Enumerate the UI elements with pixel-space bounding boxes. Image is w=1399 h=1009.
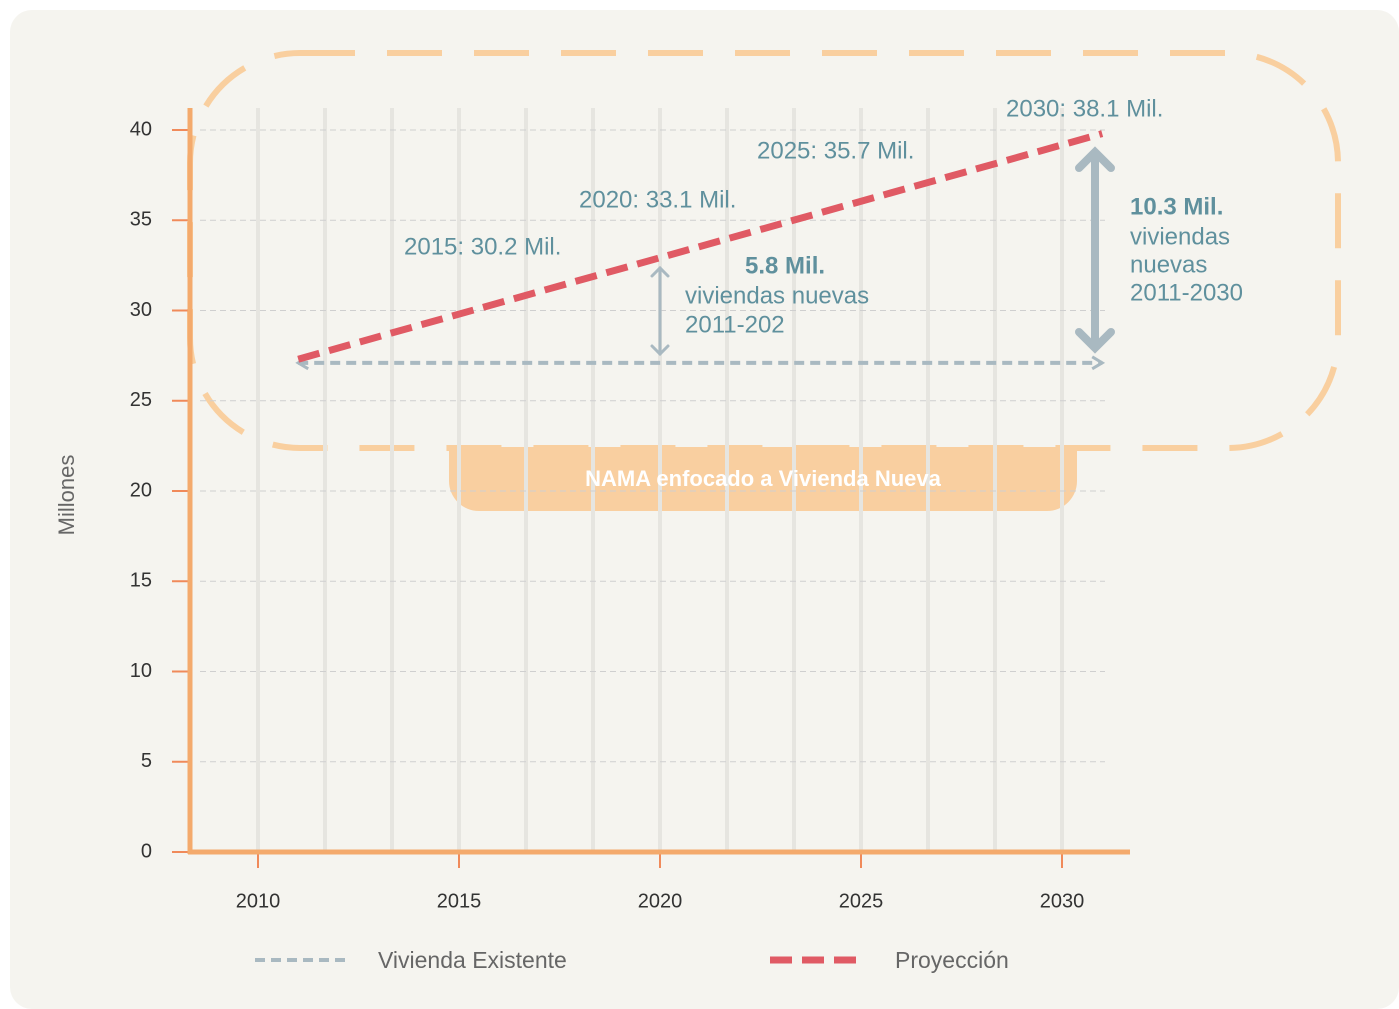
annotation: 2011-2030 bbox=[1130, 279, 1243, 306]
y-axis-label: Millones bbox=[54, 455, 79, 536]
annotation: 10.3 Mil. bbox=[1130, 193, 1223, 220]
y-tick-label: 30 bbox=[130, 299, 152, 321]
annotation: viviendas nuevas bbox=[685, 282, 869, 309]
y-tick-label: 15 bbox=[130, 570, 152, 592]
annotation: 5.8 Mil. bbox=[745, 252, 825, 279]
legend-label: Vivienda Existente bbox=[378, 947, 567, 973]
x-tick-label: 2025 bbox=[839, 890, 884, 912]
annotation: 2030: 38.1 Mil. bbox=[1006, 95, 1163, 122]
annotation: nuevas bbox=[1130, 251, 1207, 278]
x-tick-label: 2010 bbox=[236, 890, 281, 912]
x-tick-label: 2015 bbox=[437, 890, 482, 912]
annotation: viviendas bbox=[1130, 223, 1230, 250]
annotation: 2011-202 bbox=[685, 311, 785, 338]
series-line bbox=[297, 130, 1104, 363]
y-tick-label: 20 bbox=[130, 479, 152, 501]
annotation: 2020: 33.1 Mil. bbox=[579, 186, 736, 213]
range-arrow bbox=[1075, 146, 1115, 354]
annotation: 2015: 30.2 Mil. bbox=[404, 233, 561, 260]
y-tick-label: 0 bbox=[141, 840, 152, 862]
y-tick-label: 10 bbox=[130, 660, 152, 682]
range-arrow bbox=[650, 265, 670, 357]
y-tick-label: 5 bbox=[141, 750, 152, 772]
x-tick-label: 2030 bbox=[1040, 890, 1085, 912]
nama-box bbox=[449, 447, 1077, 511]
x-tick-label: 2020 bbox=[638, 890, 683, 912]
legend-label: Proyección bbox=[895, 947, 1009, 973]
annotation: NAMA enfocado a Vivienda Nueva bbox=[585, 466, 942, 491]
y-tick-label: 35 bbox=[130, 209, 152, 231]
y-tick-label: 25 bbox=[130, 389, 152, 411]
y-tick-label: 40 bbox=[130, 118, 152, 140]
annotation: 2025: 35.7 Mil. bbox=[757, 137, 914, 164]
